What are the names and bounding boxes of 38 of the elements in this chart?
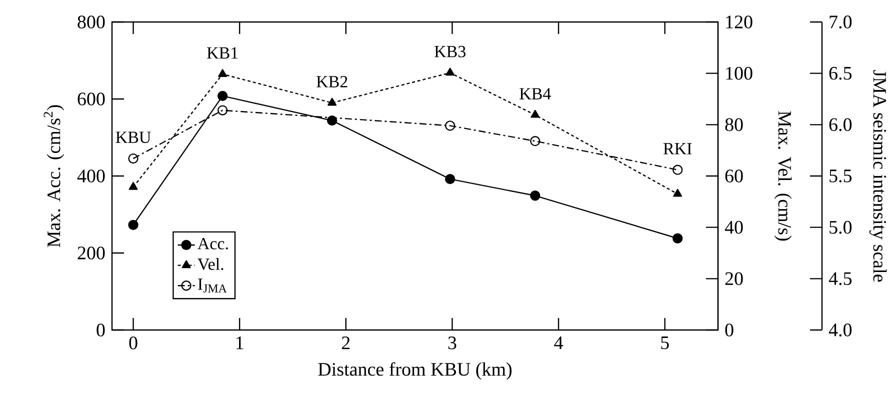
y-axis-title: Max. Acc. (cm/s$^{2}$) [44, 105, 64, 248]
y3-tick-label: 6.5 [829, 66, 852, 80]
y2-tick-label: 100 [726, 66, 752, 80]
legend-label: Vel. [198, 258, 224, 270]
x-tick-label: 2 [342, 336, 350, 350]
y3-tick-label: 6.0 [829, 118, 852, 132]
annotation: KB1 [206, 47, 238, 59]
y3-tick-label: 5.0 [830, 220, 852, 234]
annotation: KBU [116, 132, 151, 144]
y2-tick-label: 120 [726, 16, 752, 28]
y2-tick-label: 40 [724, 220, 743, 234]
y2-tick-label: 60 [725, 170, 743, 182]
y2-tick-label: 0 [725, 324, 734, 336]
y2-tick-label: 20 [725, 272, 743, 286]
annotation: RKI [663, 143, 692, 154]
annotation: KB4 [520, 88, 551, 100]
x-axis-title: Distance from KBU (km) [318, 362, 512, 380]
y3-axis-title: JMA seismic intensity scale [869, 70, 887, 282]
y-tick-label: 400 [77, 170, 105, 182]
x-tick-label: 4 [554, 336, 563, 350]
y-tick-label: 200 [78, 246, 105, 260]
y2-axis-title: Max. Vel. (cm/s) [774, 111, 792, 241]
x-tick-label: 0 [129, 336, 138, 350]
y2-tick-label: 80 [725, 118, 743, 132]
x-tick-label: 1 [236, 336, 244, 350]
x-tick-label: 5 [661, 336, 669, 350]
x-tick-label: 3 [448, 336, 456, 350]
annotation: KB2 [316, 76, 348, 88]
y3-tick-label: 5.5 [830, 170, 852, 182]
annotation: KB3 [434, 46, 466, 58]
y-tick-label: 0 [96, 324, 105, 336]
y-tick-label: 600 [78, 92, 105, 106]
y3-tick-label: 4.0 [828, 324, 852, 336]
y3-tick-label: 7.0 [830, 16, 852, 28]
y3-tick-label: 4.5 [828, 272, 852, 286]
legend-label: I$_{JMA}$ [198, 278, 227, 292]
y-tick-label: 800 [78, 16, 105, 28]
legend-label: Acc. [198, 238, 228, 250]
